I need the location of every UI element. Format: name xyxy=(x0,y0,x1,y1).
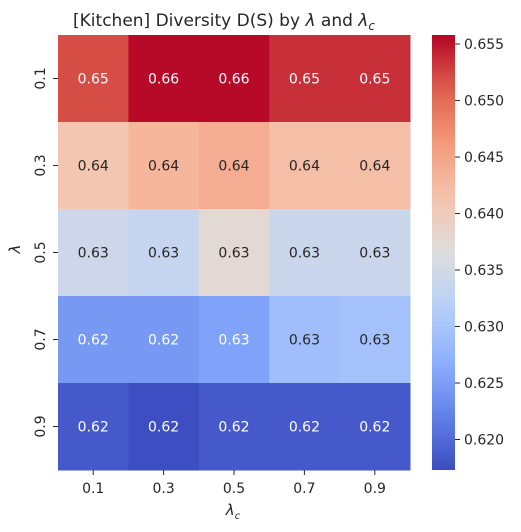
cell-value-label: 0.63 xyxy=(218,333,249,349)
cell-value-label: 0.64 xyxy=(148,159,179,175)
cell-value-label: 0.65 xyxy=(289,72,320,88)
heatmap-cell xyxy=(128,296,200,384)
y-tick-label: 0.9 xyxy=(33,415,49,437)
chart-title: [Kitchen] Diversity D(S) by λ and λc xyxy=(73,11,375,33)
cell-value-label: 0.62 xyxy=(78,333,109,349)
heatmap-cell xyxy=(58,122,129,210)
y-tick-label: 0.3 xyxy=(33,154,49,176)
cell-value-label: 0.64 xyxy=(359,159,390,175)
x-tick-label: 0.5 xyxy=(223,481,245,497)
cell-value-label: 0.62 xyxy=(148,333,179,349)
colorbar-tick-label: 0.620 xyxy=(464,432,504,448)
x-axis-label-subscript: c xyxy=(235,511,241,522)
colorbar xyxy=(432,35,455,470)
cell-value-label: 0.63 xyxy=(148,246,179,262)
cell-value-label: 0.65 xyxy=(359,72,390,88)
heatmap-cell xyxy=(269,209,341,297)
heatmap-cell xyxy=(339,209,411,297)
cell-value-label: 0.63 xyxy=(359,246,390,262)
heatmap-cell xyxy=(269,383,341,471)
colorbar-tick-label: 0.650 xyxy=(464,94,504,110)
cell-value-label: 0.65 xyxy=(78,72,109,88)
heatmap-cell xyxy=(269,122,341,210)
cell-value-label: 0.62 xyxy=(148,420,179,436)
heatmap-cell xyxy=(339,296,411,384)
heatmap-cell xyxy=(58,35,129,123)
x-tick-label: 0.1 xyxy=(82,481,104,497)
colorbar-tick-label: 0.625 xyxy=(464,376,504,392)
x-axis: 0.1 0.3 0.5 0.7 0.9 xyxy=(82,470,386,497)
heatmap-cell xyxy=(339,122,411,210)
chart-title-and: and xyxy=(316,11,359,31)
heatmap-cell xyxy=(128,383,200,471)
chart-title-lambda-c-subscript: c xyxy=(368,19,375,33)
x-axis-label: λc xyxy=(225,501,241,522)
cell-value-label: 0.63 xyxy=(359,333,390,349)
y-tick-label: 0.5 xyxy=(33,241,49,263)
cell-value-label: 0.62 xyxy=(218,420,249,436)
heatmap-cell xyxy=(198,35,270,123)
cell-value-label: 0.66 xyxy=(218,72,249,88)
colorbar-ticks: 0.620 0.625 0.630 0.635 0.640 0.645 0.650 0.655 xyxy=(455,37,504,448)
cell-value-label: 0.63 xyxy=(78,246,109,262)
heatmap-cell xyxy=(269,35,341,123)
chart-title-prefix: [Kitchen] Diversity D(S) by xyxy=(73,11,305,31)
colorbar-tick-label: 0.635 xyxy=(464,263,504,279)
heatmap-cell xyxy=(58,296,129,384)
cell-value-label: 0.63 xyxy=(289,246,320,262)
chart-title-lambda-c: λ xyxy=(357,11,368,31)
heatmap-cell xyxy=(198,209,270,297)
cell-value-label: 0.66 xyxy=(148,72,179,88)
heatmap-cell xyxy=(198,383,270,471)
chart-title-lambda: λ xyxy=(304,11,315,31)
heatmap-cell xyxy=(339,35,411,123)
cell-value-label: 0.64 xyxy=(78,159,109,175)
cell-value-label: 0.64 xyxy=(218,159,249,175)
heatmap-cell xyxy=(269,296,341,384)
colorbar-tick-label: 0.655 xyxy=(464,37,504,53)
heatmap-cells xyxy=(58,35,411,471)
colorbar-tick-label: 0.640 xyxy=(464,207,504,223)
y-tick-label: 0.7 xyxy=(33,328,49,350)
cell-value-label: 0.63 xyxy=(289,333,320,349)
x-tick-label: 0.9 xyxy=(364,481,386,497)
x-axis-label-lambda: λ xyxy=(225,501,235,519)
y-axis: 0.1 0.3 0.5 0.7 0.9 xyxy=(33,67,58,438)
heatmap-cell xyxy=(128,209,200,297)
colorbar-tick-label: 0.645 xyxy=(464,150,504,166)
heatmap-cell xyxy=(198,122,270,210)
heatmap-cell xyxy=(339,383,411,471)
heatmap-cell xyxy=(58,209,129,297)
y-tick-label: 0.1 xyxy=(33,67,49,89)
heatmap-cell xyxy=(198,296,270,384)
heatmap-cell xyxy=(58,383,129,471)
heatmap-cell xyxy=(128,35,200,123)
cell-value-label: 0.63 xyxy=(218,246,249,262)
x-tick-label: 0.3 xyxy=(152,481,174,497)
colorbar-tick-label: 0.630 xyxy=(464,320,504,336)
cell-value-label: 0.64 xyxy=(289,159,320,175)
cell-value-label: 0.62 xyxy=(359,420,390,436)
y-axis-label: λ xyxy=(6,245,24,255)
cell-value-label: 0.62 xyxy=(78,420,109,436)
heatmap-cell xyxy=(128,122,200,210)
x-tick-label: 0.7 xyxy=(293,481,315,497)
cell-value-label: 0.62 xyxy=(289,420,320,436)
heatmap-cell-labels: 0.65 0.66 0.66 0.65 0.65 0.64 0.64 0.64 0.64 0.64… xyxy=(78,72,391,436)
